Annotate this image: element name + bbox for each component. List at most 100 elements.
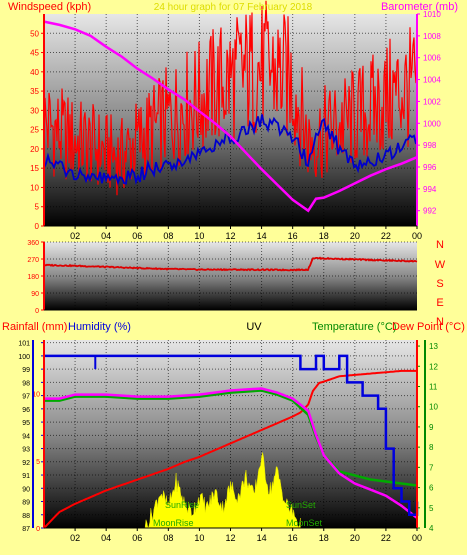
windspeed-tick-label: 50: [30, 29, 39, 38]
wind-direction-line: [43, 256, 418, 272]
windspeed-tick-label: 35: [30, 87, 39, 96]
barometer-tick-label: 1002: [423, 97, 441, 106]
temp-x-tick-label: 18: [319, 533, 329, 543]
humidity-tick-label: 89: [22, 500, 30, 507]
humidity-tick-label: 97: [22, 394, 30, 401]
compass-label: E: [436, 297, 443, 309]
wind-x-tick-label: 14: [257, 231, 267, 241]
wind-x-tick-label: 02: [70, 231, 80, 241]
compass-label: N: [436, 316, 444, 328]
temp-x-tick-label: 22: [381, 533, 391, 543]
temperature-tick-label: 9: [429, 423, 434, 432]
compass-label: S: [436, 278, 443, 290]
uv-area: [144, 452, 301, 529]
temperature-tick-label: 4: [429, 524, 434, 533]
humidity-tick-label: 96: [22, 407, 30, 414]
wind-x-tick-label: 00: [412, 231, 422, 241]
barometer-line: [43, 20, 418, 213]
windspeed-tick-label: 5: [35, 203, 40, 212]
humidity-tick-label: 99: [22, 367, 30, 374]
temperature-tick-label: 7: [429, 463, 434, 472]
temperature-tick-label: 8: [429, 443, 434, 452]
temp-series: [43, 354, 419, 529]
humidity-tick-label: 88: [22, 513, 30, 520]
temp-x-tick-label: 08: [163, 533, 173, 543]
temp-axes: 8788899091929394959697989910010105104567…: [18, 340, 438, 543]
temperature-tick-label: 13: [429, 342, 438, 351]
temp-x-tick-label: 06: [132, 533, 142, 543]
temperature-tick-label: 10: [429, 403, 438, 412]
rainfall-line: [43, 369, 417, 529]
wind-x-tick-label: 16: [288, 231, 298, 241]
dewpoint-line: [44, 387, 418, 519]
rainfall-axis-label: Rainfall (mm): [2, 321, 67, 333]
temp-x-tick-label: 04: [101, 533, 111, 543]
windspeed-tick-label: 25: [30, 126, 39, 135]
temperature-tick-label: 6: [429, 484, 434, 493]
barometer-tick-label: 1000: [423, 119, 441, 128]
wind-x-tick-label: 10: [194, 231, 204, 241]
barometer-tick-label: 994: [423, 185, 437, 194]
direction-tick-label: 0: [35, 308, 39, 315]
wind-x-tick-label: 12: [225, 231, 235, 241]
sunrise-label: SunRise: [165, 500, 199, 510]
humidity-line: [44, 354, 419, 517]
chart-title: 24 hour graph for 07 February 2018: [154, 2, 313, 13]
humidity-tick-label: 92: [22, 460, 30, 467]
temperature-line: [44, 389, 418, 487]
windspeed-tick-label: 45: [30, 49, 39, 58]
temperature-tick-label: 5: [429, 504, 434, 513]
compass-label: W: [435, 259, 446, 271]
windspeed-tick-label: 0: [35, 222, 40, 231]
barometer-axis-label: Barometer (mb): [381, 1, 458, 13]
humidity-axis-label: Humidity (%): [68, 321, 131, 333]
uv-axis-label: UV: [246, 321, 262, 333]
wind-x-tick-label: 04: [101, 231, 111, 241]
wind-series: [43, 0, 418, 213]
rainfall-tick-label: 0: [36, 526, 40, 533]
humidity-tick-label: 90: [22, 486, 30, 493]
direction-series: [43, 256, 418, 272]
wind-x-tick-label: 06: [132, 231, 142, 241]
barometer-tick-label: 1008: [423, 32, 441, 41]
windspeed-tick-label: 20: [30, 145, 39, 154]
barometer-tick-label: 998: [423, 141, 437, 150]
temp-x-tick-label: 12: [225, 533, 235, 543]
sunset-label: SunSet: [286, 500, 316, 510]
humidity-tick-label: 100: [18, 354, 30, 361]
dewpoint-axis-label: Dew Point (°C): [392, 321, 465, 333]
temp-x-tick-label: 14: [257, 533, 267, 543]
wind-axes: 0510152025303540455099299499699810001002…: [30, 10, 441, 241]
barometer-tick-label: 996: [423, 163, 437, 172]
windspeed-tick-label: 10: [30, 183, 39, 192]
barometer-tick-label: 1004: [423, 76, 441, 85]
moonset-label: MoonSet: [286, 518, 323, 528]
barometer-tick-label: 992: [423, 207, 437, 216]
temp-x-tick-label: 10: [194, 533, 204, 543]
humidity-tick-label: 101: [18, 341, 30, 348]
rainfall-tick-label: 10: [32, 392, 40, 399]
temp-x-tick-label: 20: [350, 533, 360, 543]
windspeed-tick-label: 15: [30, 164, 39, 173]
barometer-tick-label: 1010: [423, 10, 441, 19]
moonrise-label: MoonRise: [153, 518, 194, 528]
direction-tick-label: 270: [27, 257, 39, 264]
wind-x-tick-label: 22: [381, 231, 391, 241]
windspeed-tick-label: 40: [30, 68, 39, 77]
windspeed-axis-label: Windspeed (kph): [8, 1, 91, 13]
temp-x-tick-label: 00: [412, 533, 422, 543]
humidity-tick-label: 94: [22, 433, 30, 440]
wind-x-tick-label: 20: [350, 231, 360, 241]
humidity-tick-label: 98: [22, 380, 30, 387]
temp-x-tick-label: 16: [288, 533, 298, 543]
humidity-tick-label: 91: [22, 473, 30, 480]
wind-x-tick-label: 08: [163, 231, 173, 241]
direction-tick-label: 360: [27, 240, 39, 247]
windspeed-tick-label: 30: [30, 106, 39, 115]
direction-tick-label: 90: [31, 291, 39, 298]
wind-average-line: [43, 114, 417, 186]
direction-tick-label: 180: [27, 274, 39, 281]
humidity-tick-label: 93: [22, 447, 30, 454]
